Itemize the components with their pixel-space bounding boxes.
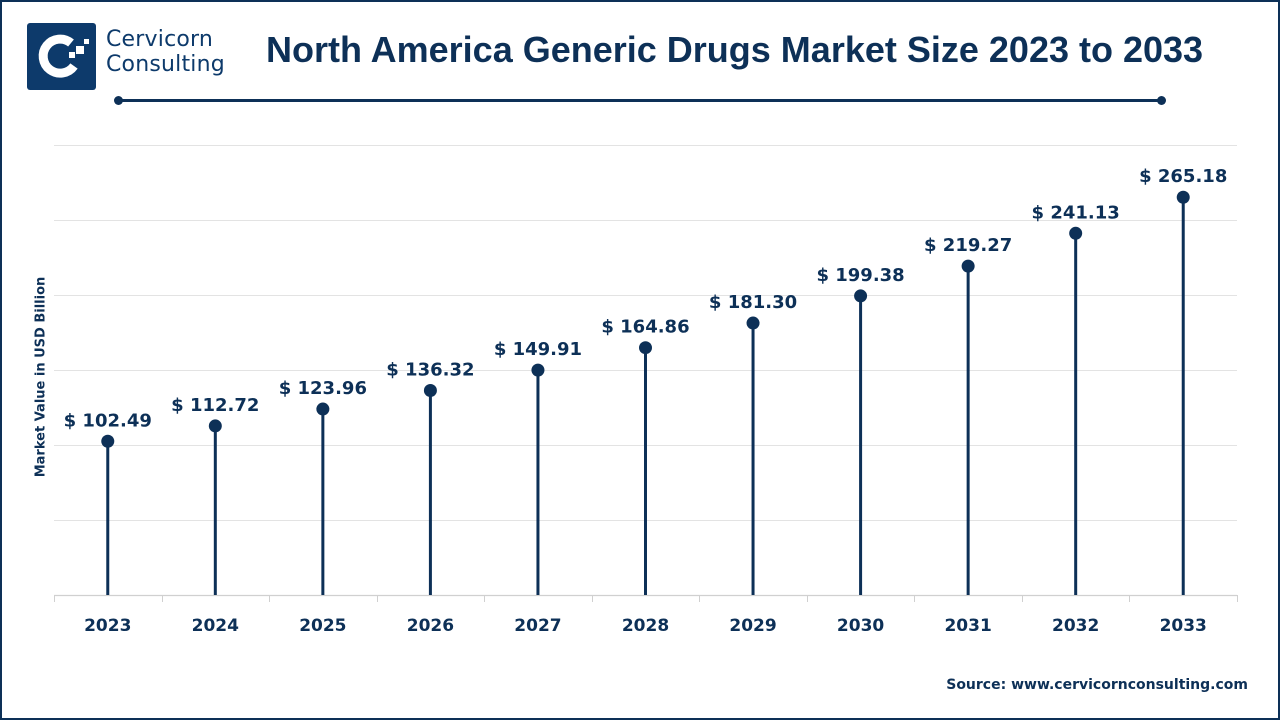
lollipop-dot xyxy=(208,419,222,433)
title-underline xyxy=(119,99,1163,102)
brand-name: Cervicorn Consulting xyxy=(106,27,225,77)
x-tick-label: 2024 xyxy=(192,616,239,636)
x-tick-label: 2028 xyxy=(622,616,669,636)
lollipop-dot xyxy=(423,384,437,398)
brand-name-line1: Cervicorn xyxy=(106,27,214,52)
data-label: $ 164.86 xyxy=(601,317,689,338)
lollipop-dot xyxy=(854,289,868,303)
x-tick-label: 2030 xyxy=(837,616,884,636)
data-label: $ 199.38 xyxy=(816,265,904,286)
x-tick-label: 2023 xyxy=(84,616,131,636)
data-label: $ 241.13 xyxy=(1032,202,1120,223)
lollipop-dot xyxy=(1176,190,1190,204)
data-label: $ 181.30 xyxy=(709,292,797,313)
x-tick-label: 2025 xyxy=(299,616,346,636)
cervicorn-logo-icon xyxy=(27,23,96,90)
data-label: $ 149.91 xyxy=(494,339,582,360)
data-label: $ 136.32 xyxy=(386,360,474,381)
lollipop-dot xyxy=(531,363,545,377)
x-tick-label: 2027 xyxy=(514,616,561,636)
x-tick-label: 2026 xyxy=(407,616,454,636)
data-label: $ 219.27 xyxy=(924,235,1012,256)
title-underline-dot-right xyxy=(1157,96,1166,105)
brand-name-line2: Consulting xyxy=(106,52,225,77)
x-tick-label: 2029 xyxy=(729,616,776,636)
x-tick-label: 2032 xyxy=(1052,616,1099,636)
data-label: $ 112.72 xyxy=(171,395,259,416)
lollipop-dot xyxy=(961,259,975,273)
data-label: $ 102.49 xyxy=(64,410,152,431)
lollipop-dot xyxy=(639,341,652,355)
logo-glyph xyxy=(38,34,89,78)
lollipop-dot xyxy=(316,402,330,416)
data-label: $ 265.18 xyxy=(1139,166,1227,187)
source-note: Source: www.cervicornconsulting.com xyxy=(946,677,1248,693)
lollipop-dot xyxy=(101,434,115,448)
lollipop-dot xyxy=(1069,226,1083,240)
title-underline-dot-left xyxy=(114,96,123,105)
x-tick-label: 2031 xyxy=(944,616,991,636)
x-tick-label: 2033 xyxy=(1160,616,1207,636)
data-label: $ 123.96 xyxy=(279,378,367,399)
lollipop-dot xyxy=(746,316,760,330)
chart-title: North America Generic Drugs Market Size … xyxy=(266,29,1204,70)
